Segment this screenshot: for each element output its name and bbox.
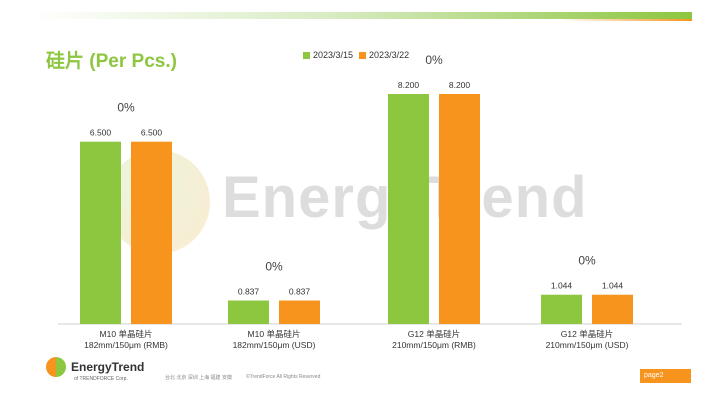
category-label-2-line-1: M10 单晶硅片 <box>248 329 301 339</box>
bar-1-series-2 <box>131 141 172 324</box>
footer-cities: 台北 北京 深圳 上海 福建 安徽 <box>165 375 232 381</box>
page-title: 硅片 (Per Pcs.) <box>46 51 177 72</box>
data-label-2-series-2: 0.837 <box>289 287 311 297</box>
legend-swatch-series-1 <box>303 51 310 59</box>
legend-item-series-2: 2023/3/22 <box>359 50 409 60</box>
change-label-2: 0% <box>265 260 283 274</box>
category-label-4-line-2: 210mm/150μm (USD) <box>546 340 629 350</box>
category-label-3-line-2: 210mm/150μm (RMB) <box>392 340 476 350</box>
data-label-3-series-2: 8.200 <box>449 80 471 90</box>
bar-4-series-1 <box>541 294 582 324</box>
header-gradient-bar <box>30 12 692 19</box>
footer-logo-subtitle: of TRENDFORCE Corp. <box>74 376 128 382</box>
bar-1-series-1 <box>80 141 121 324</box>
page-number-badge: page2 <box>640 369 691 383</box>
bar-2-series-1 <box>228 300 269 324</box>
bar-4-series-2 <box>592 294 633 324</box>
change-label-4: 0% <box>578 254 596 268</box>
energytrend-logo-icon <box>46 357 66 377</box>
category-label-1-line-2: 182mm/150μm (RMB) <box>84 340 168 350</box>
data-label-4-series-2: 1.044 <box>602 281 624 291</box>
change-label-3: 0% <box>425 53 443 67</box>
bar-2-series-2 <box>279 300 320 324</box>
data-label-3-series-1: 8.200 <box>398 80 420 90</box>
bar-3-series-1 <box>388 94 429 324</box>
data-label-2-series-1: 0.837 <box>238 287 260 297</box>
category-label-1-line-1: M10 单晶硅片 <box>100 329 153 339</box>
category-label-3-line-1: G12 单晶硅片 <box>408 329 460 339</box>
legend-label-series-2: 2023/3/22 <box>369 50 410 60</box>
chart-legend: 2023/3/15 2023/3/22 <box>303 50 415 60</box>
data-label-1-series-2: 6.500 <box>141 128 163 138</box>
footer-logo: EnergyTrend <box>46 357 144 377</box>
data-label-4-series-1: 1.044 <box>551 281 573 291</box>
header-accent-line <box>560 19 692 21</box>
legend-item-series-1: 2023/3/15 <box>303 50 353 60</box>
category-label-2-line-2: 182mm/150μm (USD) <box>233 340 316 350</box>
bar-3-series-2 <box>439 94 480 324</box>
data-label-1-series-1: 6.500 <box>90 128 112 138</box>
footer-copyright: ©TrendForce All Rights Reserved <box>246 374 321 380</box>
legend-label-series-1: 2023/3/15 <box>313 50 354 60</box>
category-label-4-line-1: G12 单晶硅片 <box>561 329 613 339</box>
change-label-1: 0% <box>117 101 135 115</box>
footer-logo-text: EnergyTrend <box>71 360 145 374</box>
legend-swatch-series-2 <box>359 51 367 59</box>
